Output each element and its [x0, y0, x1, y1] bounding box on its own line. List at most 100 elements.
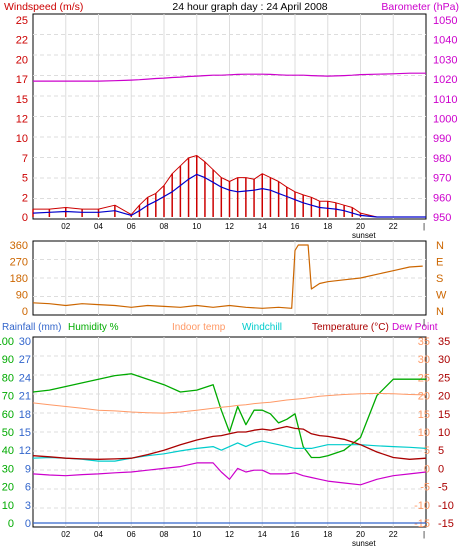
barometer-tick-label: 1000	[433, 114, 457, 126]
humidity-line	[32, 373, 426, 459]
barometer-tick-label: 990	[433, 133, 451, 145]
compass-label: N	[436, 240, 444, 252]
humidity-tick-label: 100	[0, 336, 14, 348]
windspeed-tick-label: 5	[22, 173, 28, 185]
indoor-tick-label: 0	[424, 463, 430, 475]
wind-x-tick-label: 14	[258, 222, 267, 231]
indoor-tick-label: 10	[418, 427, 430, 439]
indoor-tick-label: -15	[414, 518, 430, 530]
wind-average-line	[32, 173, 426, 218]
direction-tick-label: 360	[10, 240, 28, 252]
legend-dewpoint: Dew Point	[392, 322, 438, 333]
temperature-tick-label: -5	[438, 482, 448, 494]
windspeed-tick-label: 7	[22, 153, 28, 165]
indoor-temp-line	[32, 392, 427, 414]
barometer-axis-label: Barometer (hPa)	[381, 1, 459, 13]
humidity-tick-label: 80	[2, 372, 14, 384]
wind-x-tick-label: |	[423, 222, 425, 231]
humidity-tick-label: 70	[2, 391, 14, 403]
indoor-tick-label: 35	[418, 336, 430, 348]
legend-temperature: Temperature (°C)	[312, 322, 389, 333]
rainfall-tick-label: 12	[19, 445, 31, 457]
rainfall-tick-label: 24	[19, 372, 31, 384]
wind-x-tick-label: 12	[225, 222, 234, 231]
rainfall-tick-label: 18	[19, 409, 31, 421]
temp-x-tick-label: 06	[127, 530, 136, 539]
compass-label: N	[436, 306, 444, 318]
direction-tick-label: 270	[10, 257, 28, 269]
temp-x-tick-label: 18	[323, 530, 332, 539]
windspeed-tick-label: 17	[16, 74, 28, 86]
wind-x-tick-label: 02	[61, 222, 70, 231]
temp-x-tick-label: 16	[291, 530, 300, 539]
rainfall-tick-label: 0	[25, 518, 31, 530]
temperature-tick-label: 0	[438, 463, 444, 475]
compass-label: S	[436, 273, 443, 285]
windspeed-tick-label: 2	[22, 192, 28, 204]
temp-x-tick-label: 04	[94, 530, 103, 539]
rainfall-tick-label: 15	[19, 427, 31, 439]
chart-title: 24 hour graph day : 24 April 2008	[172, 1, 327, 13]
legend-windchill: Windchill	[242, 322, 282, 333]
wind-x-tick-label: 16	[291, 222, 300, 231]
humidity-tick-label: 60	[2, 409, 14, 421]
windspeed-tick-label: 22	[16, 35, 28, 47]
humidity-tick-label: 20	[2, 482, 14, 494]
windspeed-tick-label: 12	[16, 114, 28, 126]
indoor-tick-label: 15	[418, 409, 430, 421]
temp-x-tick-label: 08	[160, 530, 169, 539]
indoor-tick-label: 5	[424, 445, 430, 457]
direction-tick-label: 0	[22, 306, 28, 318]
indoor-tick-label: 30	[418, 354, 430, 366]
temp-x-tick-label: 20	[356, 530, 365, 539]
barometer-tick-label: 1020	[433, 74, 457, 86]
temperature-tick-label: 35	[438, 336, 450, 348]
temp-x-tick-label: 22	[389, 530, 398, 539]
barometer-tick-label: 980	[433, 153, 451, 165]
temperature-tick-label: 10	[438, 427, 450, 439]
indoor-tick-label: -10	[414, 500, 430, 512]
rainfall-tick-label: 9	[25, 463, 31, 475]
legend-humidity: Humidity %	[68, 322, 119, 333]
barometer-tick-label: 1050	[433, 15, 457, 27]
barometer-tick-label: 950	[433, 212, 451, 224]
wind-x-tick-label: 18	[323, 222, 332, 231]
temp-x-tick-label: 12	[225, 530, 234, 539]
barometer-tick-label: 960	[433, 192, 451, 204]
humidity-tick-label: 90	[2, 354, 14, 366]
windchill-line	[32, 440, 427, 462]
temperature-tick-label: -10	[438, 500, 454, 512]
rainfall-tick-label: 27	[19, 354, 31, 366]
wind-x-tick-label: 04	[94, 222, 103, 231]
windspeed-axis-label: Windspeed (m/s)	[4, 1, 83, 13]
barometer-tick-label: 970	[433, 173, 451, 185]
temp-x-tick-label: 10	[192, 530, 201, 539]
temperature-tick-label: -15	[438, 518, 454, 530]
compass-label: E	[436, 257, 443, 269]
windspeed-tick-label: 0	[22, 212, 28, 224]
direction-tick-label: 180	[10, 273, 28, 285]
wind-x-tick-label: 08	[160, 222, 169, 231]
humidity-tick-label: 10	[2, 500, 14, 512]
dewpoint-line	[32, 462, 427, 486]
compass-label: W	[436, 290, 447, 302]
temperature-tick-label: 5	[438, 445, 444, 457]
rainfall-tick-label: 21	[19, 391, 31, 403]
temperature-tick-label: 30	[438, 354, 450, 366]
temp-x-tick-label: |	[423, 530, 425, 539]
windspeed-tick-label: 20	[16, 54, 28, 66]
rainfall-tick-label: 3	[25, 500, 31, 512]
wind-gust-line	[33, 155, 426, 218]
wind-x-tick-label: 10	[192, 222, 201, 231]
direction-line	[32, 244, 423, 309]
temp-x-tick-label: 02	[61, 530, 70, 539]
humidity-tick-label: 50	[2, 427, 14, 439]
temperature-tick-label: 15	[438, 409, 450, 421]
indoor-tick-label: 20	[418, 391, 430, 403]
direction-tick-label: 90	[16, 290, 28, 302]
rainfall-tick-label: 30	[19, 336, 31, 348]
windspeed-tick-label: 25	[16, 15, 28, 27]
barometer-tick-label: 1010	[433, 94, 457, 106]
sunset-label: sunset	[352, 539, 376, 548]
